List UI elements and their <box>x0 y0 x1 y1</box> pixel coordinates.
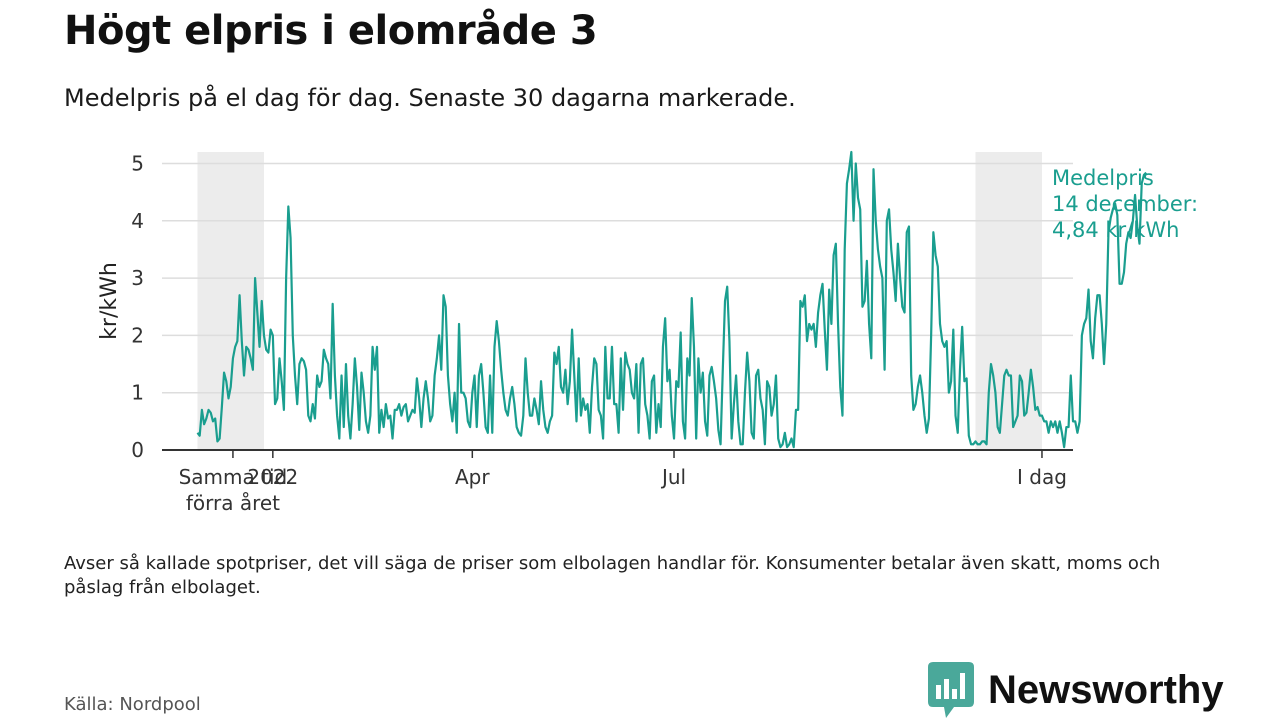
highlight-band-recent-30-days <box>975 152 1042 450</box>
newsworthy-logo-icon <box>928 662 974 718</box>
y-tick-label: 0 <box>131 438 144 462</box>
newsworthy-wordmark: Newsworthy <box>988 667 1224 712</box>
gridlines <box>162 162 1073 394</box>
source-note: Källa: Nordpool <box>64 694 201 715</box>
newsworthy-logo: Newsworthy <box>928 662 1224 718</box>
x-tick-label: I dag <box>1017 465 1067 489</box>
highlight-band-last-year <box>197 152 264 450</box>
chart-title: Högt elpris i elområde 3 <box>64 8 598 54</box>
y-tick-label: 2 <box>131 323 144 347</box>
series-layer <box>196 150 1147 449</box>
y-tick-label: 3 <box>131 266 144 290</box>
footnote: Avser så kallade spotpriser, det vill sä… <box>64 553 1161 598</box>
price-line <box>196 150 1147 449</box>
y-tick-label: 1 <box>131 381 144 405</box>
highlight-bands <box>197 152 1042 450</box>
x-tick-label: Samma tid förra året <box>179 465 288 515</box>
chart-subtitle: Medelpris på el dag för dag. Senaste 30 … <box>64 84 796 112</box>
y-tick-labels: 0 1 2 3 4 5 <box>131 151 144 462</box>
y-tick-label: 4 <box>131 209 144 233</box>
latest-value-annotation: Medelpris 14 december: 4,84 kr/kWh <box>1052 166 1198 242</box>
x-tick-label: Jul <box>660 465 686 489</box>
x-tick-label: 2022 <box>247 465 298 489</box>
x-tick-label: Apr <box>455 465 490 489</box>
y-tick-label: 5 <box>131 151 144 175</box>
y-axis-title: kr/kWh <box>97 262 122 340</box>
